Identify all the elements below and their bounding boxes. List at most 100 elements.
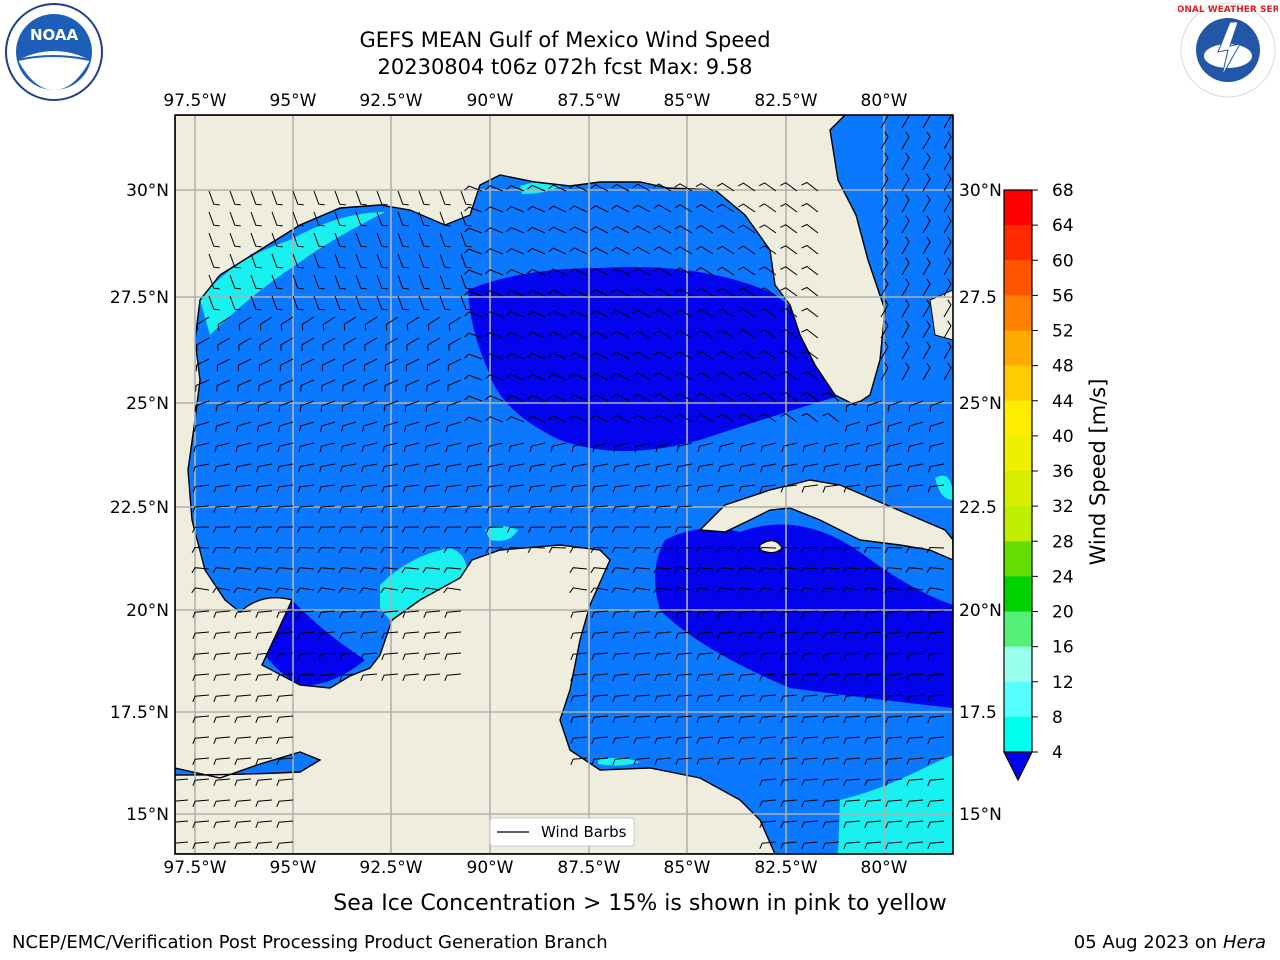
wind-barb: [716, 587, 735, 594]
wind-barb: [229, 295, 241, 311]
wind-barb: [401, 526, 420, 533]
wind-barb: [234, 631, 252, 639]
map-subtitle: 20230804 t06z 072h fcst Max: 9.58: [377, 55, 753, 79]
wind-barb: [402, 652, 420, 660]
wind-barb: [738, 715, 756, 723]
wind-barb: [229, 190, 241, 206]
wind-barb: [318, 484, 336, 493]
wind-barb: [781, 463, 798, 473]
wind-barb: [464, 227, 483, 234]
sea-ice-note: Sea Ice Concentration > 15% is shown in …: [333, 891, 947, 916]
lat-label: 20°N: [126, 601, 169, 621]
wind-barb: [238, 316, 252, 331]
colorbar-segment: [1004, 330, 1032, 367]
wind-barb: [460, 295, 472, 311]
wind-barb: [845, 421, 861, 432]
wind-barb: [300, 358, 315, 372]
lon-label: 80°W: [861, 858, 908, 878]
wind-barb: [213, 799, 231, 807]
wind-barb: [653, 546, 672, 553]
wind-barb: [927, 778, 945, 786]
wind-barb: [906, 778, 924, 786]
wind-barb: [863, 567, 882, 574]
wind-barb: [633, 736, 651, 744]
wind-barb: [864, 841, 882, 849]
wind-barb: [397, 295, 409, 311]
lon-label: 87.5°W: [557, 858, 620, 878]
wind-barb: [780, 673, 798, 681]
wind-barb: [464, 311, 483, 318]
wind-barb: [738, 484, 756, 493]
wind-barb: [405, 379, 420, 392]
wind-barb: [234, 505, 252, 513]
wind-barb: [737, 287, 756, 297]
wind-barb: [591, 694, 609, 702]
wind-barb: [320, 421, 336, 432]
wind-barb: [880, 152, 889, 171]
wind-barb: [569, 567, 588, 574]
wind-barb: [424, 463, 441, 473]
wind-barb: [632, 587, 651, 594]
wind-barb: [926, 567, 945, 574]
wind-barb: [590, 394, 609, 402]
lat-label: 30°N: [126, 181, 169, 201]
colorbar-tick-label: 68: [1052, 181, 1074, 201]
wind-barb: [907, 442, 924, 453]
wind-barb: [464, 526, 483, 533]
wind-barb: [801, 694, 819, 702]
wind-barb: [943, 299, 952, 318]
wind-barb: [259, 337, 273, 351]
lon-label: 90°W: [467, 858, 514, 878]
wind-barb: [191, 546, 210, 553]
wind-barb: [380, 546, 399, 553]
lon-labels-top: 97.5°W 95°W 92.5°W 90°W 87.5°W 85°W 82.5…: [163, 91, 907, 111]
wind-barb: [318, 610, 336, 618]
wind-barb: [611, 288, 630, 297]
wind-barb: [238, 337, 252, 351]
wind-barb: [464, 185, 483, 192]
wind-barb: [380, 587, 399, 594]
wind-barb: [444, 631, 462, 639]
wind-barb: [258, 379, 273, 392]
wind-barb: [759, 392, 777, 402]
wind-barb: [237, 379, 252, 392]
wind-barb: [758, 567, 777, 574]
wind-barb: [276, 652, 294, 660]
wind-barb: [405, 358, 420, 372]
wind-barb: [485, 185, 504, 192]
wind-barb: [318, 673, 336, 681]
lat-label: 25°N: [126, 394, 169, 414]
wind-barb: [385, 337, 399, 351]
wind-barb: [737, 371, 756, 381]
map-title: GEFS MEAN Gulf of Mexico Wind Speed: [359, 28, 771, 52]
colorbar-segment: [1004, 260, 1032, 296]
wind-barb: [548, 226, 567, 234]
wind-barb: [259, 316, 273, 331]
wind-barb: [486, 484, 504, 493]
lat-label: 22.5°N: [110, 498, 169, 518]
colorbar-segment: [1004, 225, 1032, 261]
wind-barb: [801, 673, 819, 681]
wind-barb: [591, 610, 609, 618]
wind-barb: [885, 631, 903, 639]
wind-barb: [296, 567, 315, 574]
wind-barb: [695, 330, 714, 339]
wind-barb: [611, 393, 630, 402]
wind-barb: [922, 257, 931, 276]
wind-barb: [696, 757, 714, 765]
wind-barb: [250, 295, 262, 311]
wind-barb: [612, 484, 630, 493]
wind-barb: [922, 320, 931, 339]
wind-barb: [217, 337, 231, 351]
wind-barb: [821, 567, 840, 574]
wind-barb: [922, 115, 931, 129]
wind-barb: [464, 353, 483, 360]
wind-barb: [257, 421, 273, 432]
wind-barb: [313, 274, 325, 290]
wind-barb: [801, 286, 819, 297]
wind-barb: [234, 484, 252, 493]
wind-barb: [780, 778, 798, 786]
wind-barb: [675, 757, 693, 765]
wind-barb: [570, 757, 588, 765]
wind-barb: [675, 631, 693, 639]
